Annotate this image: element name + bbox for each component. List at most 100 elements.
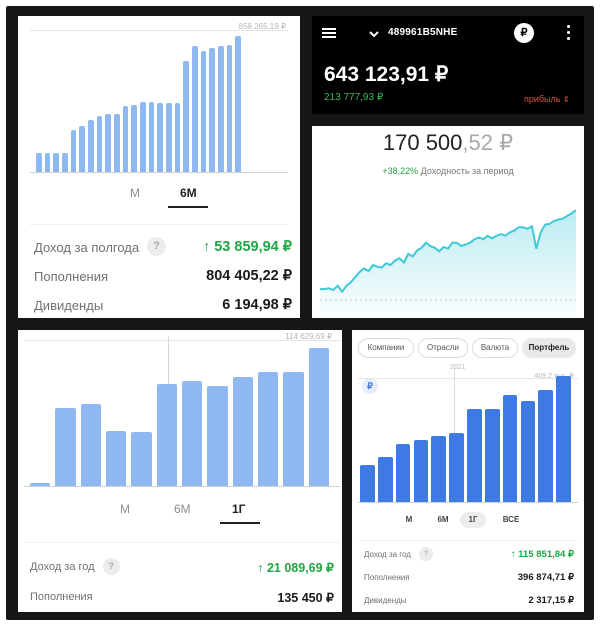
profit-label: прибыль: [524, 94, 561, 104]
chart-bar: [157, 102, 163, 172]
chart-bar: [183, 60, 189, 172]
active-period-underline: [168, 206, 208, 208]
chart-bar: [218, 45, 224, 172]
portfolio-yield-panel: 170 500,52 ₽ +38,22% Доходность за перио…: [312, 126, 584, 318]
ruble-icon[interactable]: ₽: [362, 378, 378, 394]
bar-chart-portfolio: 2021 409,2 тыс. ₽: [352, 364, 584, 504]
yield-label: Доходность за период: [420, 166, 514, 176]
stat-label: Пополнения: [30, 591, 93, 603]
stat-label: Дивиденды: [364, 596, 407, 605]
bars-container: [360, 368, 574, 502]
half-year-income-panel: 858 265,19 ₽ М 6М Доход за полгода? ↑ 53 85…: [18, 16, 300, 318]
portfolio-analytics-panel: ₽ 2021 409,2 тыс. ₽ М 6М 1Г ВСЕ Доход за год…: [352, 330, 584, 612]
chart-year-label: 2021: [450, 364, 466, 371]
divider: [358, 540, 578, 541]
period-tab-М[interactable]: М: [120, 502, 130, 516]
period-tab-1Г[interactable]: 1Г: [460, 512, 486, 528]
chart-bar: [70, 129, 77, 172]
chart-bar: [182, 381, 203, 486]
chart-bar: [88, 120, 94, 172]
chart-bar: [131, 432, 152, 486]
chart-baseline: [30, 172, 288, 173]
chart-bar: [502, 394, 518, 502]
chart-bar: [156, 384, 177, 486]
chart-max-label: 409,2 тыс. ₽: [534, 373, 574, 380]
chart-bar: [55, 408, 76, 486]
chart-bar: [235, 35, 241, 172]
chart-area-fill: [320, 210, 576, 318]
chart-bar: [200, 51, 207, 172]
help-icon[interactable]: ?: [147, 237, 167, 256]
chart-baseline: [24, 486, 340, 487]
period-tab-6М[interactable]: 6М: [180, 186, 197, 200]
stat-label: Пополнения: [34, 269, 109, 284]
chart-bar: [192, 46, 198, 172]
chart-bar: [174, 102, 181, 172]
chart-bar: [131, 105, 137, 172]
chart-bar: [36, 152, 42, 172]
yield-line-chart: [320, 209, 577, 318]
profit-toggle[interactable]: прибыль ⇕: [524, 94, 570, 104]
bars-container: [36, 32, 244, 172]
portfolio-value-fraction: ,52 ₽: [462, 130, 514, 155]
chart-bar: [258, 372, 279, 486]
account-number[interactable]: 489961B5NHE: [388, 27, 458, 38]
period-tab-М[interactable]: М: [405, 515, 413, 524]
chart-bar: [207, 385, 228, 486]
bars-container: [30, 336, 334, 486]
chart-bar: [538, 389, 554, 502]
chart-bar: [484, 408, 500, 502]
chart-bar: [360, 465, 375, 502]
stat-value: ↑ 115 851,84 ₽: [510, 549, 574, 560]
chart-bar: [106, 430, 127, 486]
chart-bar: [114, 113, 120, 172]
filter-chip-1[interactable]: Отрасли: [418, 338, 468, 358]
divider: [24, 542, 340, 543]
bar-chart-1y: 114 629,69 ₽: [18, 330, 342, 490]
chart-bar: [308, 348, 329, 486]
stat-label: Доход за год: [30, 561, 95, 573]
chart-bar: [556, 375, 571, 502]
period-tab-М[interactable]: М: [130, 186, 140, 200]
chart-bar: [53, 152, 59, 172]
period-tab-ВСЕ[interactable]: ВСЕ: [502, 515, 520, 524]
stat-label: Доход за год: [364, 550, 411, 559]
chart-bar: [520, 400, 536, 502]
bar-chart-6m: 858 265,19 ₽: [18, 16, 300, 176]
period-tab-6М[interactable]: 6М: [174, 502, 191, 516]
chart-bar: [140, 102, 146, 172]
help-icon[interactable]: ?: [102, 558, 120, 575]
dots-vertical-icon[interactable]: [566, 25, 570, 41]
chart-bar: [122, 105, 129, 172]
chart-bar: [226, 44, 233, 172]
divider: [30, 224, 288, 225]
swap-vertical-icon: ⇕: [563, 95, 570, 104]
chart-max-label: 858 265,19 ₽: [238, 22, 286, 31]
filter-chip-2[interactable]: Валюта: [472, 338, 518, 358]
period-tab-6М[interactable]: 6М: [437, 515, 449, 524]
stat-value: 2 317,15 ₽: [528, 595, 574, 606]
chart-bar: [166, 102, 172, 172]
stat-value: 6 194,98 ₽: [222, 297, 292, 313]
chart-series-line: [320, 209, 577, 294]
filter-chip-0[interactable]: Компании: [358, 338, 414, 358]
period-tab-1Г[interactable]: 1Г: [232, 502, 246, 516]
stat-label: Доход за полгода: [34, 240, 140, 255]
help-icon[interactable]: ?: [418, 547, 433, 561]
account-header-panel: 489961B5NHE ₽ 643 123,91 ₽ 213 777,93 ₽ …: [312, 16, 584, 114]
yield-value: +38,22%: [382, 166, 419, 176]
chart-bar: [209, 47, 215, 172]
hamburger-icon[interactable]: [322, 28, 336, 38]
chevron-down-icon[interactable]: [368, 26, 380, 44]
ruble-icon[interactable]: ₽: [514, 23, 534, 43]
yield-line: +38,22% Доходность за период: [312, 166, 584, 176]
chart-gridline: [24, 340, 340, 341]
portfolio-balance: 643 123,91 ₽: [324, 63, 449, 86]
chart-bar: [283, 372, 304, 486]
stat-label: Дивиденды: [34, 298, 104, 313]
chart-bar: [62, 152, 68, 172]
year-income-panel: 114 629,69 ₽ М 6М 1Г Доход за год? ↑ 21 089,…: [18, 330, 342, 612]
portfolio-value-main: 170 500: [382, 130, 463, 155]
chart-baseline: [358, 502, 578, 503]
filter-chip-3[interactable]: Портфель: [522, 338, 576, 358]
